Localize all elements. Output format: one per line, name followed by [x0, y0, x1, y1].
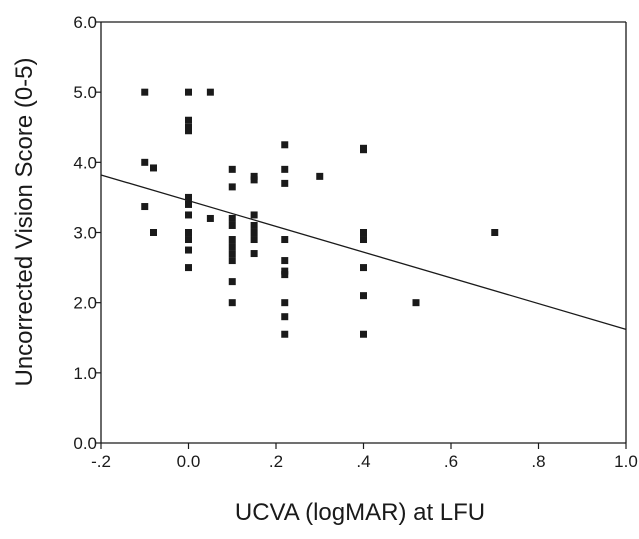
data-point: [141, 88, 149, 96]
data-point: [281, 165, 289, 173]
tick-labels: -.2 0.0.2.4.6.8 1.00.01.02.03.04.05.06.0: [73, 13, 637, 471]
data-point: [185, 116, 192, 124]
data-point: [228, 243, 236, 251]
x-tick-label: .4: [356, 452, 370, 471]
data-point: [228, 250, 236, 258]
data-point: [228, 214, 236, 222]
data-point: [281, 330, 289, 338]
data-point: [281, 313, 289, 321]
data-point: [250, 176, 258, 184]
data-point: [412, 299, 420, 307]
regression-line: [100, 174, 627, 330]
data-point: [141, 203, 149, 211]
data-point: [360, 229, 367, 236]
x-tick-label: 0.0: [177, 452, 201, 471]
data-point: [185, 236, 192, 244]
data-point: [228, 183, 236, 191]
data-point: [185, 127, 192, 135]
data-point: [360, 292, 367, 300]
data-point: [281, 141, 289, 149]
data-point: [281, 257, 289, 265]
data-point: [228, 257, 236, 265]
x-tick-label: .2: [269, 452, 283, 471]
data-point: [185, 193, 192, 201]
data-point: [281, 179, 289, 187]
data-point: [185, 88, 192, 96]
y-tick-label: 0.0: [73, 434, 97, 453]
data-point: [360, 146, 367, 154]
y-tick-label: 2.0: [73, 294, 97, 313]
data-point: [250, 221, 258, 229]
data-point: [185, 264, 192, 272]
data-point: [281, 267, 289, 275]
data-point: [185, 211, 192, 219]
x-axis-title: UCVA (logMAR) at LFU: [235, 499, 485, 526]
data-point: [185, 229, 192, 236]
regression-line-group: [100, 174, 627, 330]
x-tick-label: .8: [531, 452, 545, 471]
data-point: [185, 200, 192, 208]
data-point: [360, 236, 367, 244]
y-tick-label: 6.0: [73, 13, 97, 32]
data-point: [250, 172, 258, 180]
y-tick-label: 1.0: [73, 364, 97, 383]
x-tick-label: 1.0: [614, 452, 638, 471]
axis-ticks: [95, 21, 627, 449]
data-point: [281, 271, 289, 279]
data-point: [141, 158, 149, 166]
data-point: [185, 123, 192, 131]
data-point: [228, 165, 236, 173]
y-axis-title: Uncorrected Vision Score (0-5): [11, 57, 38, 386]
data-point: [206, 214, 214, 222]
data-point: [250, 236, 258, 244]
data-point: [228, 299, 236, 307]
data-point: [228, 221, 236, 229]
y-tick-label: 5.0: [73, 83, 97, 102]
data-point: [228, 278, 236, 286]
data-point: [185, 246, 192, 254]
data-point: [316, 172, 324, 180]
data-point: [360, 330, 367, 338]
data-point: [150, 164, 157, 172]
data-point: [206, 88, 214, 96]
data-point: [360, 264, 367, 272]
data-point: [228, 236, 236, 244]
data-point: [250, 250, 258, 258]
y-tick-label: 3.0: [73, 224, 97, 243]
data-point: [281, 236, 289, 244]
data-point: [281, 299, 289, 307]
data-point: [150, 229, 157, 236]
data-point: [491, 229, 499, 236]
data-point: [250, 211, 258, 219]
y-tick-label: 4.0: [73, 153, 97, 172]
data-points: [141, 88, 499, 338]
x-tick-label: .6: [444, 452, 458, 471]
x-tick-label: -.2: [91, 452, 111, 471]
data-point: [250, 229, 258, 236]
